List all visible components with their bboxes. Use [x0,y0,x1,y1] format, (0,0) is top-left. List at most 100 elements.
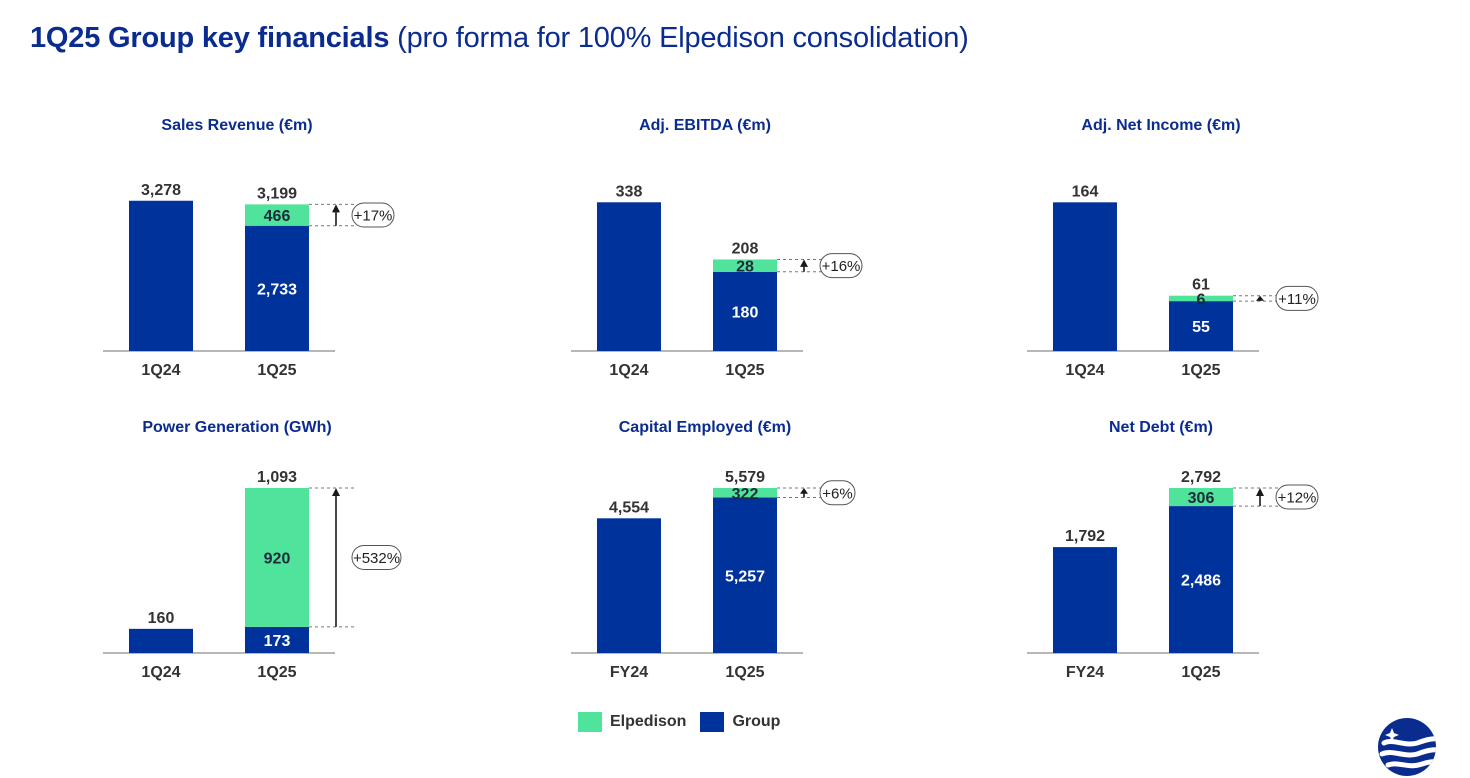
capital-employed-value-label-group: 5,257 [725,568,765,585]
power-generation-chart-svg: Power Generation (GWh) 1Q24 160 1Q25 1,093 17… [103,419,402,681]
adj-ebitda-category-label-1q25: 1Q25 [725,362,764,379]
adj-net-income-category-label-1q24: 1Q24 [1065,362,1104,379]
sales-revenue-total-label-1q24: 3,278 [141,182,181,199]
adj-net-income-value-label-elpedison: 6 [1197,291,1206,308]
power-generation-total-label-1q25: 1,093 [257,469,297,486]
adj-ebitda-bar-group-1q25 [713,271,777,351]
legend-swatch-elpedison [578,712,602,732]
sales-revenue-chart: Sales Revenue (€m) 1Q24 3,278 1Q25 3,199 2,73… [95,110,395,410]
adj-net-income-value-label-group: 55 [1192,319,1210,336]
net-debt-chart-svg: Net Debt (€m) FY24 1,792 1Q25 2,792 2,486 306 +… [1027,419,1319,681]
net-debt-category-label-1q25: 1Q25 [1181,664,1220,681]
adj-net-income-bar-group-1q24 [1053,202,1117,351]
sales-revenue-value-label-group: 2,733 [257,281,297,298]
capital-employed-bar-group-fy24 [597,518,661,653]
capital-employed-change-label: +6% [822,485,852,502]
power-generation-bar-group-1q25 [245,626,309,653]
net-debt-chart: Net Debt (€m) FY24 1,792 1Q25 2,792 2,486 306 +… [1019,412,1319,712]
adj-ebitda-category-label-1q24: 1Q24 [609,362,648,379]
net-debt-value-label-elpedison: 306 [1188,490,1215,507]
adj-ebitda-change-label: +16% [822,258,861,275]
power-generation-chart: Power Generation (GWh) 1Q24 160 1Q25 1,093 17… [95,412,402,712]
adj-ebitda-chart: Adj. EBITDA (€m) 1Q24 338 1Q25 208 180 28 +16% [563,110,863,410]
page-title-main: 1Q25 Group key financials [30,22,390,54]
power-generation-value-label-group: 173 [264,633,291,650]
adj-net-income-title: Adj. Net Income (€m) [1081,117,1240,134]
adj-ebitda-total-label-1q24: 338 [616,183,643,200]
adj-net-income-change-arrow-head [1256,295,1264,301]
net-debt-total-label-fy24: 1,792 [1065,528,1105,545]
page-title-subtitle: (pro forma for 100% Elpedison consolidat… [397,22,969,54]
power-generation-change-label: +532% [353,550,400,567]
legend-label-elpedison: Elpedison [610,713,687,730]
power-generation-title: Power Generation (GWh) [142,419,331,436]
chart-legend: Elpedison Group [578,711,794,733]
net-debt-bar-group-1q25 [1169,506,1233,653]
sales-revenue-change-arrow-head [332,204,340,213]
power-generation-total-label-1q24: 160 [148,610,175,627]
power-generation-bar-elpedison-1q25 [245,488,309,627]
legend-item-group: Group [700,712,780,732]
net-debt-bar-elpedison-1q25 [1169,488,1233,507]
sales-revenue-bar-group-1q25 [245,225,309,351]
sales-revenue-total-label-1q25: 3,199 [257,185,297,202]
adj-net-income-chart: Adj. Net Income (€m) 1Q24 164 1Q25 61 55 6 +11% [1019,110,1319,410]
legend-item-elpedison: Elpedison [578,712,686,732]
power-generation-category-label-1q25: 1Q25 [257,664,296,681]
net-debt-change-badge [1275,484,1319,510]
sales-revenue-category-label-1q24: 1Q24 [141,362,180,379]
capital-employed-total-label-fy24: 4,554 [609,499,649,516]
power-generation-value-label-elpedison: 920 [264,550,291,567]
sales-revenue-change-badge [351,202,395,228]
adj-ebitda-chart-svg: Adj. EBITDA (€m) 1Q24 338 1Q25 208 180 28 +16% [571,117,863,379]
adj-ebitda-change-arrow-head [800,259,808,267]
capital-employed-value-label-elpedison: 322 [732,486,759,503]
net-debt-title: Net Debt (€m) [1109,419,1213,436]
adj-ebitda-change-badge [819,253,863,279]
capital-employed-category-label-1q25: 1Q25 [725,664,764,681]
adj-ebitda-value-label-elpedison: 28 [736,259,754,276]
net-debt-change-label: +12% [1278,490,1317,507]
adj-net-income-change-label: +11% [1278,291,1316,308]
net-debt-category-label-fy24: FY24 [1066,664,1104,681]
adj-net-income-chart-svg: Adj. Net Income (€m) 1Q24 164 1Q25 61 55 6 +11% [1027,117,1319,379]
capital-employed-chart-svg: Capital Employed (€m) FY24 4,554 1Q25 5,579 5… [571,419,856,681]
capital-employed-bar-elpedison-1q25 [713,488,777,498]
net-debt-value-label-group: 2,486 [1181,573,1221,590]
sales-revenue-bar-group-1q24 [129,200,193,351]
power-generation-change-arrow-head [332,488,340,496]
sales-revenue-change-label: +17% [354,208,393,225]
adj-ebitda-bar-group-1q24 [597,202,661,351]
net-debt-bar-group-fy24 [1053,547,1117,653]
page-title: 1Q25 Group key financials (pro forma for… [30,22,969,55]
sales-revenue-bar-elpedison-1q25 [245,204,309,226]
adj-net-income-bar-group-1q25 [1169,301,1233,351]
capital-employed-change-arrow-head [800,488,808,494]
net-debt-total-label-1q25: 2,792 [1181,469,1221,486]
net-debt-change-arrow-head [1256,488,1264,496]
legend-label-group: Group [732,713,781,730]
adj-net-income-total-label-1q24: 164 [1072,183,1099,200]
sales-revenue-title: Sales Revenue (€m) [161,117,312,134]
capital-employed-chart: Capital Employed (€m) FY24 4,554 1Q25 5,579 5… [563,412,863,712]
capital-employed-total-label-1q25: 5,579 [725,469,765,486]
power-generation-category-label-1q24: 1Q24 [141,664,180,681]
adj-ebitda-value-label-group: 180 [732,304,759,321]
sales-revenue-chart-svg: Sales Revenue (€m) 1Q24 3,278 1Q25 3,199 2,73… [103,117,395,379]
adj-ebitda-bar-elpedison-1q25 [713,259,777,272]
adj-net-income-category-label-1q25: 1Q25 [1181,362,1220,379]
adj-ebitda-total-label-1q25: 208 [732,240,759,257]
adj-net-income-change-badge [1275,285,1319,311]
adj-net-income-bar-elpedison-1q25 [1169,295,1233,302]
capital-employed-category-label-fy24: FY24 [610,664,648,681]
power-generation-bar-group-1q24 [129,628,193,653]
sales-revenue-category-label-1q25: 1Q25 [257,362,296,379]
capital-employed-bar-group-1q25 [713,497,777,653]
adj-ebitda-title: Adj. EBITDA (€m) [639,117,771,134]
capital-employed-title: Capital Employed (€m) [619,419,791,436]
capital-employed-change-badge [819,480,856,506]
adj-net-income-total-label-1q25: 61 [1192,277,1210,294]
sales-revenue-value-label-elpedison: 466 [264,208,291,225]
power-generation-change-badge [351,544,402,570]
company-logo-icon [1378,718,1436,776]
